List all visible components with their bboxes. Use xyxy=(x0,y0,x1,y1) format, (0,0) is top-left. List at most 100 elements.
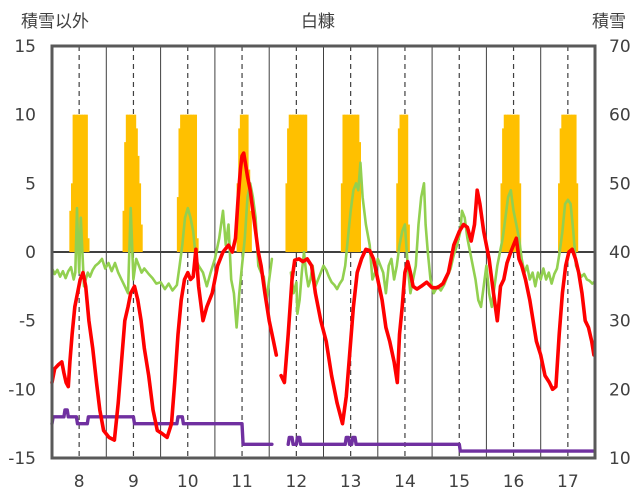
bar xyxy=(137,155,140,252)
bar xyxy=(82,114,85,253)
bar xyxy=(517,114,520,253)
right-tick-label: 60 xyxy=(609,106,631,126)
bar xyxy=(300,114,303,253)
bar xyxy=(569,114,572,253)
bar xyxy=(186,114,189,253)
bar xyxy=(288,114,291,253)
plot-frame xyxy=(50,44,597,460)
bar xyxy=(298,114,301,253)
bar xyxy=(287,128,290,252)
bar xyxy=(241,114,244,253)
bar xyxy=(176,197,180,252)
bar xyxy=(181,114,184,253)
bar xyxy=(124,142,127,252)
bar xyxy=(518,183,522,252)
x-tick-label: 10 xyxy=(177,472,199,492)
bar xyxy=(508,114,511,253)
right-tick-label: 20 xyxy=(609,380,631,400)
plot-border xyxy=(50,44,597,460)
bar xyxy=(401,114,404,253)
x-tick-label: 11 xyxy=(231,472,253,492)
bar xyxy=(406,114,409,253)
bar xyxy=(575,183,579,252)
bar xyxy=(502,128,505,252)
left-tick-label: 0 xyxy=(25,243,36,263)
bar xyxy=(74,114,77,253)
bar xyxy=(567,114,571,253)
x-tick-label: 12 xyxy=(286,472,308,492)
tick-labels: -15 -10 -5 0 5 10 15 10 20 30 40 50 60 70 8 9 10 11 12 13 14… xyxy=(8,37,630,492)
bar xyxy=(180,114,183,253)
bar xyxy=(196,238,199,252)
bar xyxy=(77,114,80,253)
bar xyxy=(122,210,125,252)
chart-title: 白糠 xyxy=(301,11,335,32)
bar xyxy=(500,183,503,252)
bar xyxy=(290,114,293,253)
red-line-segment-1 xyxy=(279,188,596,426)
bar xyxy=(564,114,567,253)
purple-line-segment-0 xyxy=(50,408,274,446)
bar xyxy=(249,210,252,252)
bar xyxy=(87,238,90,252)
bar xyxy=(185,114,188,253)
left-tick-label: 10 xyxy=(14,106,36,126)
bar xyxy=(72,114,75,253)
x-tick-label: 13 xyxy=(340,472,362,492)
bar xyxy=(127,114,130,253)
x-tick-label: 17 xyxy=(557,472,579,492)
bar xyxy=(352,114,355,253)
bar xyxy=(566,114,569,253)
bar xyxy=(193,114,196,253)
bar xyxy=(515,114,518,253)
bar xyxy=(129,114,132,253)
x-tick-label: 14 xyxy=(394,472,416,492)
green-line-segment-0 xyxy=(50,182,274,329)
right-tick-label: 10 xyxy=(609,449,631,469)
bar xyxy=(507,114,510,253)
bar xyxy=(404,114,407,253)
bar xyxy=(514,114,517,253)
x-tick-label: 16 xyxy=(503,472,525,492)
bar xyxy=(296,114,300,253)
bar xyxy=(402,114,405,253)
bar xyxy=(85,114,88,253)
bar xyxy=(510,114,513,253)
bar xyxy=(503,114,506,253)
x-tick-label: 8 xyxy=(74,472,85,492)
red-line-segment-0 xyxy=(50,151,279,442)
bar xyxy=(75,114,79,253)
bar xyxy=(80,114,83,253)
bar xyxy=(79,114,82,253)
bar xyxy=(70,183,74,252)
bar xyxy=(305,114,308,253)
bar xyxy=(244,114,247,253)
x-tick-label: 15 xyxy=(448,472,470,492)
bar xyxy=(130,114,133,253)
left-tick-label: 5 xyxy=(25,174,36,194)
bar xyxy=(512,114,515,253)
bar xyxy=(397,128,401,252)
left-tick-label: -10 xyxy=(8,380,36,400)
bar xyxy=(559,128,562,252)
bar xyxy=(407,224,410,252)
bar xyxy=(348,114,352,253)
bar xyxy=(132,114,135,253)
bar xyxy=(340,183,344,252)
right-tick-label: 70 xyxy=(609,37,631,57)
bar xyxy=(347,114,350,253)
purple-line-segment-1 xyxy=(286,435,596,453)
x-tick-label: 9 xyxy=(128,472,139,492)
left-axis-title: 積雪以外 xyxy=(21,12,89,32)
bar xyxy=(295,114,298,253)
left-tick-label: 15 xyxy=(14,37,36,57)
bar xyxy=(303,114,306,253)
bar xyxy=(189,114,193,253)
bar xyxy=(358,142,361,252)
right-tick-label: 30 xyxy=(609,312,631,332)
left-tick-label: -5 xyxy=(19,312,36,332)
bar xyxy=(561,114,564,253)
bar xyxy=(188,114,191,253)
bar xyxy=(574,114,577,253)
